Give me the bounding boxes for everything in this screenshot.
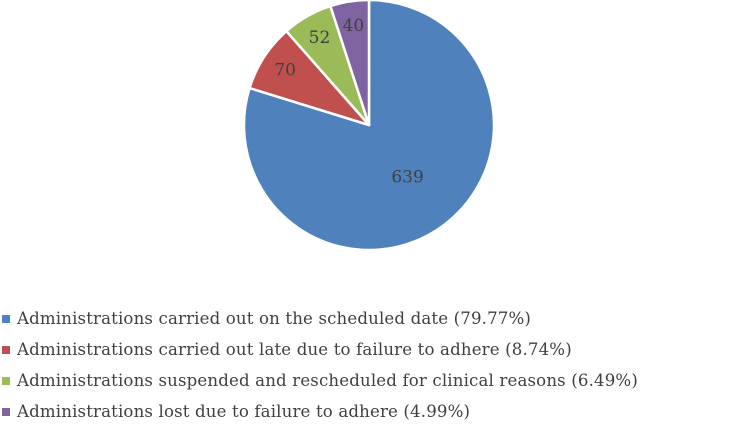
legend-label: Administrations suspended and reschedule… xyxy=(17,371,638,390)
slice-value-label: 70 xyxy=(274,61,296,81)
chart-legend: Administrations carried out on the sched… xyxy=(0,303,744,427)
legend-swatch xyxy=(2,315,10,323)
legend-swatch xyxy=(2,408,10,416)
legend-item: Administrations suspended and reschedule… xyxy=(0,365,744,396)
legend-label: Administrations carried out on the sched… xyxy=(17,309,532,328)
pie-slice xyxy=(329,0,371,127)
slice-value-label: 40 xyxy=(343,16,365,36)
legend-label: Administrations lost due to failure to a… xyxy=(17,402,471,421)
slice-value-label: 639 xyxy=(391,167,423,187)
legend-item: Administrations carried out on the sched… xyxy=(0,303,744,334)
legend-swatch xyxy=(2,346,10,354)
legend-item: Administrations lost due to failure to a… xyxy=(0,396,744,427)
slice-value-label: 52 xyxy=(309,28,331,48)
pie-plot-area: 639 70 52 40 xyxy=(242,0,496,252)
pie-slice xyxy=(242,0,496,252)
legend-swatch xyxy=(2,377,10,385)
legend-label: Administrations carried out late due to … xyxy=(17,340,572,359)
legend-item: Administrations carried out late due to … xyxy=(0,334,744,365)
